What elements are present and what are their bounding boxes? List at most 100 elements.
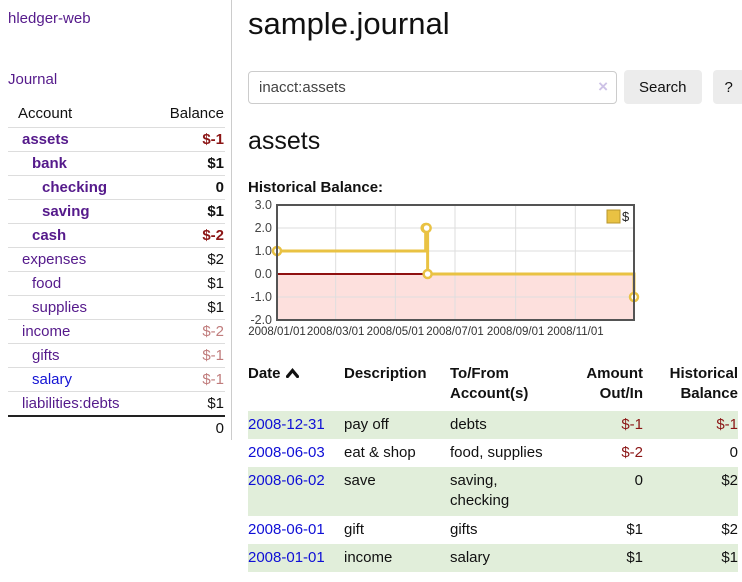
transaction-description: gift xyxy=(344,520,365,538)
account-link-gifts[interactable]: gifts xyxy=(32,347,60,364)
account-link-income[interactable]: income xyxy=(22,323,71,340)
account-balance: $-2 xyxy=(202,323,224,340)
account-link-cash[interactable]: cash xyxy=(32,227,67,244)
account-link-checking[interactable]: checking xyxy=(42,179,108,196)
svg-text:1.0: 1.0 xyxy=(255,244,272,258)
search-form: × Search ? xyxy=(248,70,742,104)
transaction-date-link[interactable]: 2008-12-31 xyxy=(248,415,325,433)
svg-text:-2.0: -2.0 xyxy=(250,313,272,327)
transaction-row: 2008-06-03 eat & shop food, supplies $-2 0 xyxy=(248,439,738,467)
account-balance: $-1 xyxy=(202,347,224,364)
transaction-balance: 0 xyxy=(729,443,738,461)
legend-swatch xyxy=(606,209,621,224)
svg-text:2008/09/01: 2008/09/01 xyxy=(487,326,545,338)
transaction-row: 2008-06-01 gift gifts $1 $2 xyxy=(248,516,738,544)
svg-text:0.0: 0.0 xyxy=(255,267,272,281)
main-content: sample.journal × Search ? assets Histori… xyxy=(248,0,742,572)
transaction-amount: $1 xyxy=(626,520,643,538)
search-button[interactable]: Search xyxy=(624,70,702,104)
date-column-header[interactable]: Date xyxy=(248,362,344,411)
accounts-total-value: 0 xyxy=(215,420,224,437)
account-link-expenses[interactable]: expenses xyxy=(22,251,87,268)
accounts-total-row: 0 xyxy=(8,416,225,440)
account-balance: 0 xyxy=(215,179,224,196)
account-balance: $-1 xyxy=(202,131,224,148)
accounts-table: Account Balance assets $-1 bank $1 checking 0… xyxy=(8,102,225,440)
account-link-bank[interactable]: bank xyxy=(32,155,68,172)
transaction-description: income xyxy=(344,548,393,566)
svg-text:3.0: 3.0 xyxy=(255,198,272,212)
register-table: Date Description To/From Account(s) Amou… xyxy=(248,362,738,572)
amount-column-header: Amount Out/In xyxy=(586,365,643,403)
account-balance: $-2 xyxy=(202,227,224,244)
account-link-food[interactable]: food xyxy=(32,275,62,292)
account-column-header: Account xyxy=(18,105,73,122)
account-balance: $1 xyxy=(207,299,224,316)
transaction-accounts: food, supplies xyxy=(450,443,543,461)
transaction-date-link[interactable]: 2008-06-03 xyxy=(248,443,325,461)
account-row: cash $-2 xyxy=(8,223,225,248)
accounts-column-header: To/From Account(s) xyxy=(450,365,529,403)
transaction-date-link[interactable]: 2008-06-02 xyxy=(248,472,325,489)
account-row: supplies $1 xyxy=(8,295,225,320)
sidebar-item-journal[interactable]: Journal xyxy=(8,71,58,88)
account-balance: $-1 xyxy=(202,371,224,388)
account-balance: $1 xyxy=(207,155,224,172)
balance-column-header-main: Historical Balance xyxy=(669,365,738,403)
transaction-date-link[interactable]: 2008-01-01 xyxy=(248,548,325,566)
transaction-accounts: salary xyxy=(450,548,491,566)
account-link-liabilities-debts[interactable]: liabilities:debts xyxy=(22,395,120,412)
account-link-salary[interactable]: salary xyxy=(32,371,73,388)
transaction-balance: $-1 xyxy=(716,415,738,433)
account-row: expenses $2 xyxy=(8,247,225,272)
transaction-row: 2008-12-31 pay off debts $-1 $-1 xyxy=(248,410,738,439)
svg-text:2008/05/01: 2008/05/01 xyxy=(367,326,425,338)
account-balance: $1 xyxy=(207,395,224,412)
app-title-link[interactable]: hledger-web xyxy=(8,10,91,27)
account-row: salary $-1 xyxy=(8,367,225,392)
account-link-assets[interactable]: assets xyxy=(22,131,69,148)
account-row: bank $1 xyxy=(8,151,225,176)
svg-text:2008/11/01: 2008/11/01 xyxy=(547,326,604,338)
svg-text:2008/07/01: 2008/07/01 xyxy=(426,326,484,338)
account-balance: $1 xyxy=(207,203,224,220)
transaction-balance: $2 xyxy=(721,472,738,489)
help-button[interactable]: ? xyxy=(712,70,742,104)
account-row: saving $1 xyxy=(8,199,225,224)
transaction-description: pay off xyxy=(344,415,389,433)
account-balance: $2 xyxy=(207,251,224,268)
account-row: checking 0 xyxy=(8,175,225,200)
transaction-accounts: saving, checking xyxy=(450,472,510,510)
account-row: food $1 xyxy=(8,271,225,296)
chart-title: Historical Balance: xyxy=(248,179,384,196)
transaction-row: 2008-01-01 income salary $1 $1 xyxy=(248,543,738,572)
account-balance: $1 xyxy=(207,275,224,292)
transaction-amount: 0 xyxy=(634,472,643,489)
transaction-balance: $2 xyxy=(721,520,738,538)
transaction-date-link[interactable]: 2008-06-01 xyxy=(248,520,325,538)
search-input[interactable] xyxy=(248,70,617,104)
transaction-row: 2008-06-02 save saving, checking 0 $2 xyxy=(248,467,738,516)
svg-text:-1.0: -1.0 xyxy=(250,290,272,304)
sidebar: hledger-web Journal Account Balance asse… xyxy=(0,0,232,440)
clear-search-icon[interactable]: × xyxy=(598,76,608,96)
account-row: liabilities:debts $1 xyxy=(8,391,225,417)
account-row: income $-2 xyxy=(8,319,225,344)
transaction-accounts: debts xyxy=(450,415,487,433)
account-link-supplies[interactable]: supplies xyxy=(32,299,88,316)
accounts-table-header: Account Balance xyxy=(8,102,225,128)
svg-text:2.0: 2.0 xyxy=(255,221,272,235)
legend-label: $ xyxy=(622,209,630,224)
transaction-description: save xyxy=(344,472,376,489)
register-table-header: Date Description To/From Account(s) Amou… xyxy=(248,362,738,411)
historical-balance-chart: $3.0 2.0 1.0 0.0 -1.0 -2.0 2008/01/01 2008/03/0… xyxy=(248,198,688,348)
description-column-header: Description xyxy=(344,365,427,382)
transaction-amount: $-2 xyxy=(621,443,643,461)
transaction-description: eat & shop xyxy=(344,443,416,461)
svg-text:2008/01/01: 2008/01/01 xyxy=(248,326,306,338)
account-link-saving[interactable]: saving xyxy=(42,203,90,220)
balance-column-header: Balance xyxy=(169,105,224,122)
account-row: gifts $-1 xyxy=(8,343,225,368)
sort-ascending-icon xyxy=(285,364,299,384)
